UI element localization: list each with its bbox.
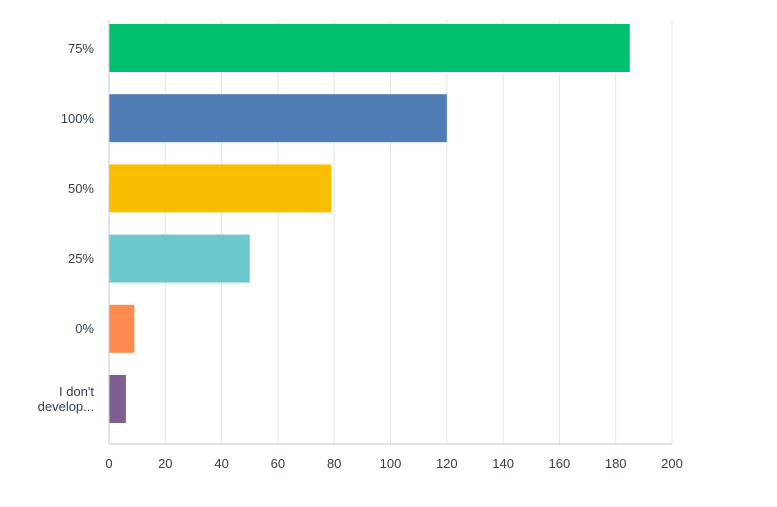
x-tick-label: 120 [436,456,458,471]
bar-3 [109,164,332,213]
x-tick-label: 60 [271,456,285,471]
category-label-line: I don't [58,384,94,399]
category-label-line: 100% [60,110,94,126]
x-tick-label: 140 [492,456,514,471]
category-label-line: 75% [67,40,94,56]
bar-1 [109,24,630,72]
category-label: 50% [6,181,94,196]
x-tick-label: 80 [327,456,341,471]
x-tick-label: 200 [661,456,683,471]
x-tick-label: 100 [380,456,402,471]
x-tick-label: 20 [158,456,172,471]
x-tick-label: 180 [605,456,627,471]
category-label-line: develop... [37,399,94,414]
bar-6 [109,375,126,423]
category-label-line: 0% [75,321,94,337]
category-label: 100% [6,111,94,126]
category-label-line: 25% [67,251,94,267]
category-label: 75% [6,41,94,56]
x-tick-label: 0 [105,456,112,471]
x-tick-label: 160 [549,456,571,471]
category-label: 0% [6,321,94,336]
category-label: I don't develop... [6,384,94,414]
category-label-line: 50% [67,180,94,196]
bars [109,24,630,423]
bar-5 [109,304,135,353]
x-axis: 0 20 40 60 80 100 120 140 160 180 200 [105,20,683,471]
x-tick-label: 40 [214,456,228,471]
gridlines [164,20,673,444]
bar-4 [109,234,250,283]
category-label: 25% [6,251,94,266]
bar-2 [109,94,447,143]
